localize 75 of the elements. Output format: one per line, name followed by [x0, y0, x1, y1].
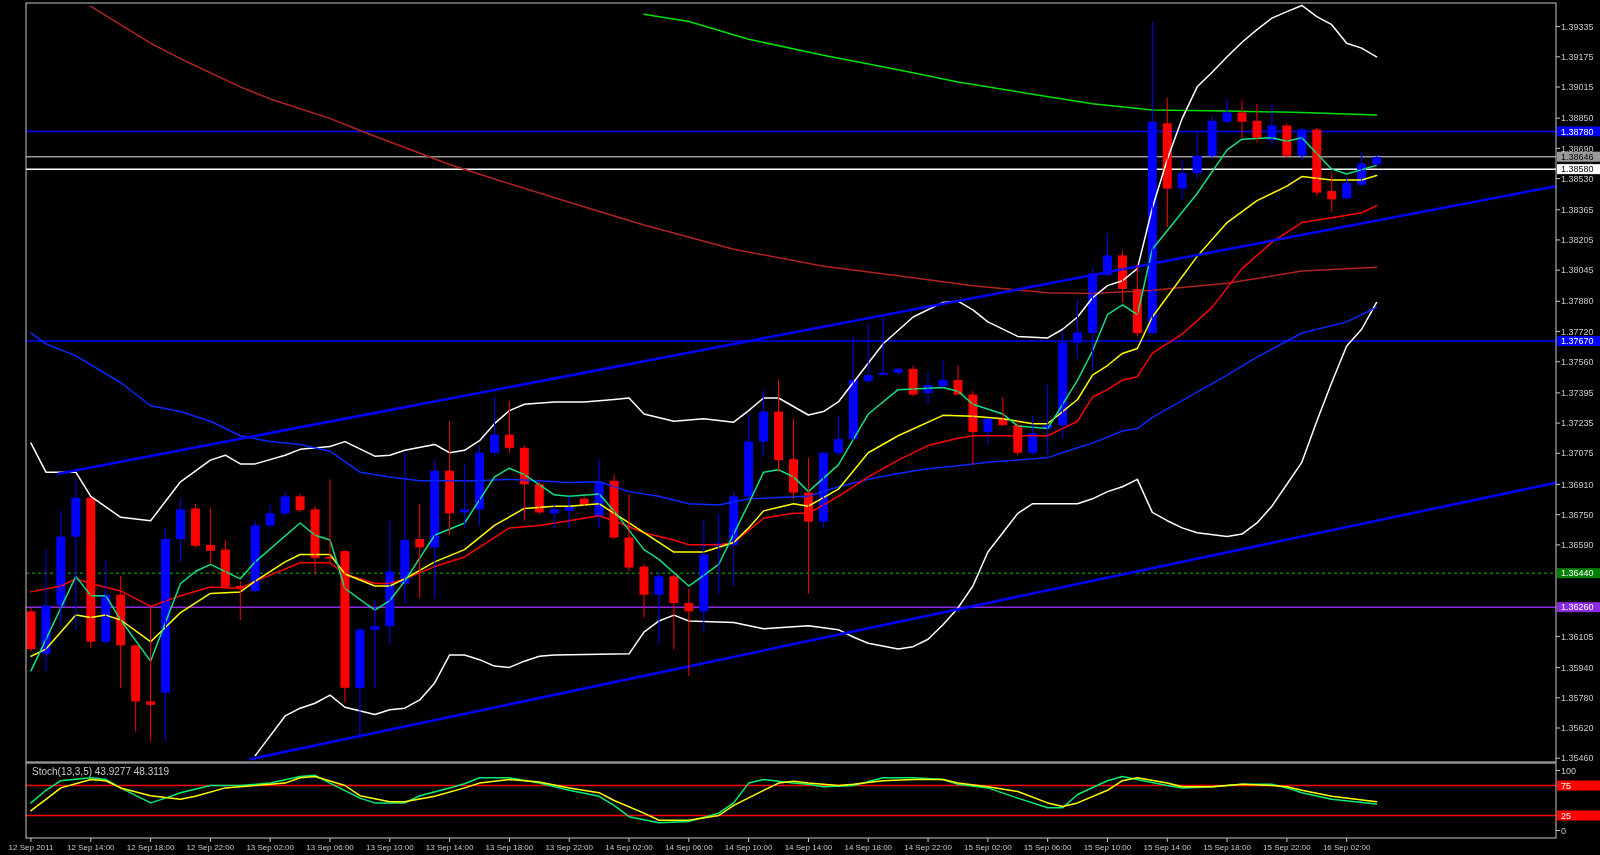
- ref-line-label: 1.38780: [1561, 126, 1594, 137]
- price-tag: 1.36260: [1557, 602, 1600, 613]
- ref-line-label: 1.36260: [1561, 602, 1594, 613]
- y-tick-label: 1.37395: [1561, 388, 1594, 399]
- y-tick-label: 1.37720: [1561, 326, 1594, 337]
- y-tick-label: 1.38850: [1561, 113, 1594, 124]
- price-tag: 1.38580: [1557, 164, 1600, 175]
- line-series: [254, 301, 1378, 757]
- candlestick: [190, 503, 200, 548]
- x-tick-label: 15 Sep 06:00: [1023, 843, 1073, 852]
- y-tick-label: 1.37880: [1561, 296, 1594, 307]
- y-tick-label: 1.37560: [1561, 356, 1594, 367]
- x-tick-label: 14 Sep 14:00: [784, 843, 833, 852]
- y-tick-label: 1.35940: [1561, 662, 1594, 673]
- y-tick-label: 1.39175: [1561, 51, 1594, 62]
- chart-title: Stoch(13,3,5) 43.9277 48.3119: [32, 766, 170, 777]
- candlestick: [370, 600, 380, 689]
- y-tick-label: 1.38690: [1561, 143, 1594, 154]
- x-tick-label: 12 Sep 22:00: [186, 843, 235, 852]
- ref-line-label: 1.38646: [1561, 151, 1594, 162]
- x-tick-label: 14 Sep 22:00: [904, 843, 953, 852]
- price-tag: 1.37670: [1557, 335, 1600, 347]
- ref-line-label: 75: [1561, 780, 1572, 791]
- price-tag: 1.36440: [1557, 568, 1600, 579]
- x-tick-label: 14 Sep 02:00: [605, 843, 654, 852]
- ref-line-label: 1.38580: [1561, 164, 1594, 175]
- price-tag: 1.38780: [1557, 126, 1600, 137]
- y-tick-label: 1.36750: [1561, 509, 1594, 520]
- y-tick-label: 1.38205: [1561, 235, 1594, 246]
- y-tick-label: 1.36910: [1561, 479, 1594, 490]
- x-tick-label: 15 Sep 02:00: [964, 843, 1013, 852]
- candlestick: [71, 478, 81, 631]
- y-tick-label: 1.35780: [1561, 692, 1594, 703]
- y-tick-label: 1.39015: [1561, 82, 1594, 93]
- x-tick-label: 15 Sep 22:00: [1263, 843, 1312, 852]
- candlestick: [833, 415, 843, 456]
- x-tick-label: 13 Sep 06:00: [306, 843, 355, 852]
- candlestick: [176, 498, 185, 563]
- line-series: [90, 5, 1378, 295]
- ref-line-label: 1.36440: [1561, 568, 1594, 579]
- candlestick: [1177, 159, 1187, 200]
- price-tag: 25: [1557, 810, 1600, 821]
- x-tick-label: 13 Sep 02:00: [246, 843, 295, 852]
- y-tick-label: 1.36590: [1561, 540, 1594, 551]
- y-tick-label: 1.38045: [1561, 265, 1594, 276]
- x-tick-label: 12 Sep 14:00: [66, 843, 116, 852]
- x-tick-label: 12 Sep 18:00: [126, 843, 175, 852]
- y-tick-label: 1.38530: [1561, 173, 1594, 184]
- ref-line-label: 1.37670: [1561, 336, 1594, 347]
- ref-line-label: 25: [1561, 810, 1572, 821]
- y-tick-label: 1.37075: [1561, 448, 1594, 459]
- y-tick-label: 1.38365: [1561, 204, 1594, 215]
- y-tick-label: 1.37235: [1561, 418, 1594, 429]
- candlestick: [205, 507, 215, 565]
- x-tick-label: 14 Sep 10:00: [724, 843, 773, 852]
- x-tick-label: 13 Sep 18:00: [485, 843, 534, 852]
- line-series: [30, 306, 1378, 506]
- price-tag: 1.38646: [1557, 151, 1600, 162]
- x-tick-label: 15 Sep 10:00: [1083, 843, 1132, 852]
- x-tick-label: 14 Sep 18:00: [844, 843, 893, 852]
- y-tick-label: 1.35620: [1561, 723, 1594, 734]
- y-tick-label: 1.36105: [1561, 631, 1594, 642]
- y-tick-label: 1.35460: [1561, 753, 1594, 764]
- x-tick-label: 14 Sep 06:00: [665, 843, 714, 852]
- x-tick-label: 12 Sep 2011: [8, 843, 54, 852]
- x-tick-label: 13 Sep 22:00: [545, 843, 594, 852]
- y-tick-label: 0: [1561, 825, 1567, 836]
- y-tick-label: 1.39335: [1561, 21, 1594, 32]
- y-tick-label: 100: [1561, 765, 1577, 776]
- x-tick-label: 13 Sep 14:00: [425, 843, 474, 852]
- x-tick-label: 16 Sep 02:00: [1322, 843, 1372, 852]
- x-tick-label: 15 Sep 18:00: [1203, 843, 1252, 852]
- x-tick-label: 13 Sep 10:00: [366, 843, 415, 852]
- price-tag: 75: [1557, 780, 1600, 791]
- x-tick-label: 15 Sep 14:00: [1143, 843, 1192, 852]
